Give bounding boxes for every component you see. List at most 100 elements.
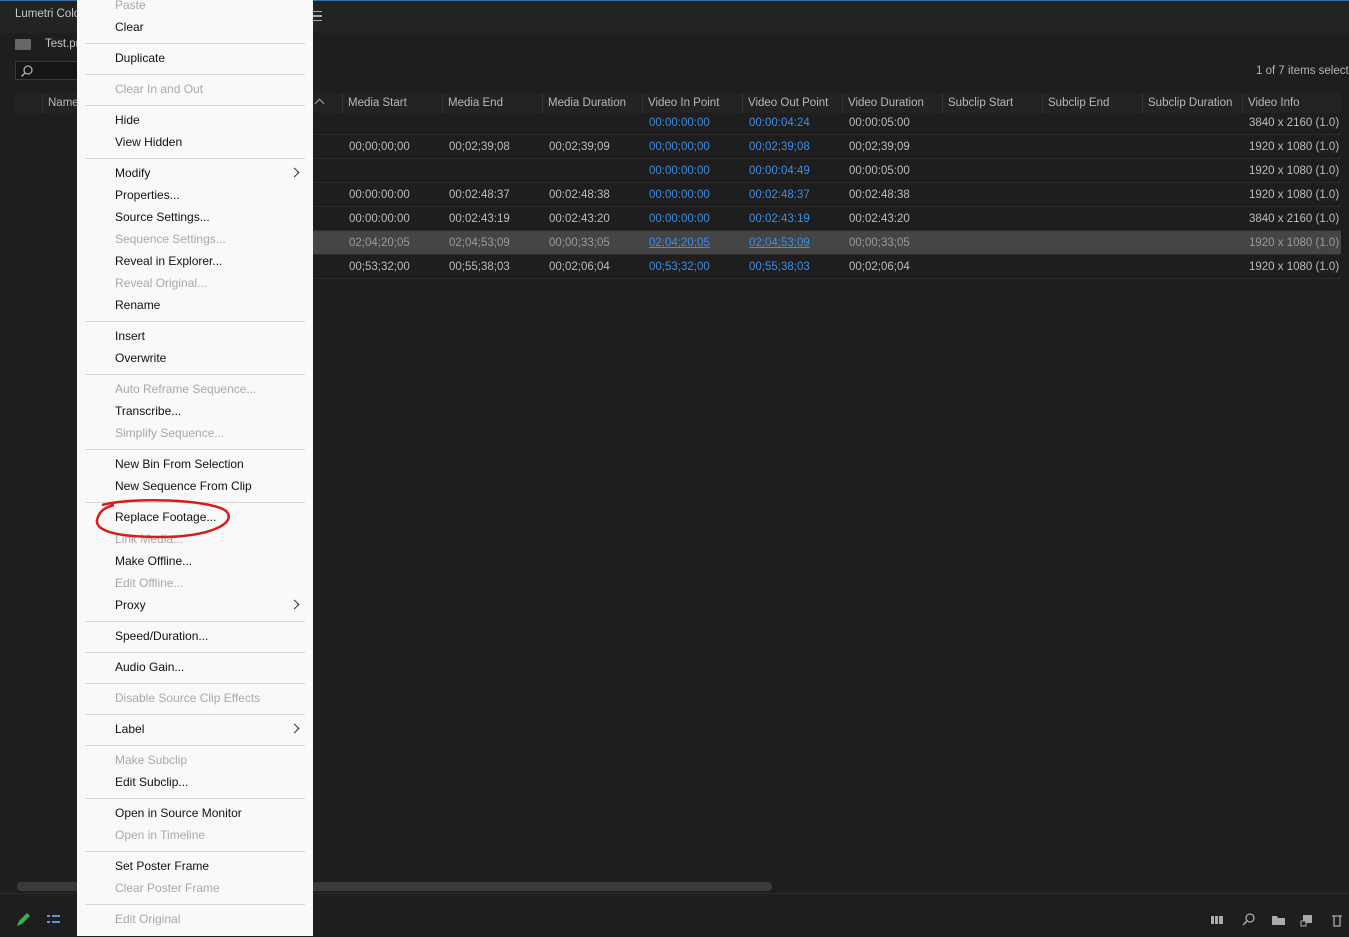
column-header[interactable]: Name [42,93,142,113]
table-cell: 00;53;32;00 [649,261,710,273]
menu-separator [85,74,305,75]
table-cell: 00:00:00:00 [649,117,710,129]
table-cell: 1920 x 1080 (1.0) [1249,189,1340,201]
table-cell: 02;04;53;09 [449,237,510,249]
menu-item: Simplify Sequence... [115,426,225,440]
menu-separator [85,714,305,715]
menu-item: Disable Source Clip Effects [115,691,261,705]
menu-item[interactable]: Overwrite [115,351,167,365]
menu-item[interactable]: Replace Footage... [115,510,217,524]
table-cell: 00:02:48:38 [549,189,610,201]
menu-item[interactable]: Speed/Duration... [115,629,209,643]
table-cell: 3840 x 2160 (1.0) [1249,213,1340,225]
table-cell: 00:02:43:19 [749,213,810,225]
menu-item[interactable]: New Sequence From Clip [115,479,252,493]
scrollbar[interactable] [17,882,772,891]
panel-menu-icon[interactable] [313,11,322,21]
toolbar-left-icons[interactable] [14,910,66,930]
menu-item[interactable]: Make Offline... [115,554,193,568]
table-cell: 02;04;20;05 [349,237,410,249]
menu-item: Open in Timeline [115,828,206,842]
table-cell: 00;02;39;09 [549,141,610,153]
menu-separator [85,683,305,684]
menu-item[interactable]: Rename [115,298,161,312]
menu-separator [85,449,305,450]
search-box[interactable] [15,61,81,80]
menu-item[interactable]: Properties... [115,188,180,202]
menu-item: Edit Original [115,912,181,926]
menu-separator [85,621,305,622]
menu-item[interactable]: Open in Source Monitor [115,806,242,820]
column-header[interactable]: Video Out Point [742,93,842,113]
table-cell: 00;02;39;08 [749,141,810,153]
menu-item[interactable]: Clear [115,20,144,34]
table-cell: 00:00:00:00 [349,189,410,201]
menu-item[interactable]: Label [115,722,145,736]
column-header[interactable]: Subclip Start [942,93,1042,113]
column-header[interactable]: Video In Point [642,93,742,113]
menu-item: Clear In and Out [115,82,204,96]
name-column [15,113,77,893]
table-cell: 00;02;06;04 [549,261,610,273]
table-cell: 1920 x 1080 (1.0) [1249,141,1340,153]
column-header[interactable]: Media Duration [542,93,642,113]
menu-item[interactable]: Insert [115,329,146,343]
menu-item: Auto Reframe Sequence... [115,382,257,396]
menu-item[interactable]: Source Settings... [115,210,210,224]
toolbar-right-icons[interactable] [1208,910,1348,930]
column-header[interactable]: Media End [442,93,542,113]
table-cell: 00:02:43:19 [449,213,510,225]
table-cell: 00;02;06;04 [849,261,910,273]
table-cell: 1920 x 1080 (1.0) [1249,261,1340,273]
column-header[interactable]: Subclip End [1042,93,1142,113]
tab-title[interactable]: Lumetri Colo [15,8,81,20]
menu-item[interactable]: Proxy [115,598,146,612]
submenu-arrow [289,599,300,610]
table-cell: 00;53;32;00 [349,261,410,273]
menu-item[interactable]: Edit Subclip... [115,775,189,789]
menu-item[interactable]: Hide [115,113,140,127]
menu-item[interactable]: Set Poster Frame [115,859,210,873]
menu-separator [85,43,305,44]
menu-item[interactable]: Transcribe... [115,404,182,418]
table-cell: 00:02:48:38 [849,189,910,201]
menu-item[interactable]: View Hidden [115,135,183,149]
column-header[interactable]: Media Start [342,93,442,113]
table-cell: 00;55;38;03 [749,261,810,273]
submenu-arrow [289,723,300,734]
menu-item[interactable]: New Bin From Selection [115,457,244,471]
table-cell: 00:02:48:37 [449,189,510,201]
table-cell: 00:00:00:00 [349,213,410,225]
column-header[interactable]: Video Info [1242,93,1342,113]
red-circle-annotation [95,498,230,539]
table-cell: 02;04;20;05 [649,237,710,249]
project-name[interactable]: Test.pr [45,38,80,50]
column-header[interactable]: Subclip Duration [1142,93,1242,113]
menu-item: Clear Poster Frame [115,881,220,895]
table-cell: 00:00:00:00 [649,213,710,225]
table-row[interactable]: 00:00:00:00 00:02:43:19 00:02:43:20 00:00:0… [15,207,1341,231]
selection-status: 1 of 7 items selecte [1256,65,1349,77]
menu-separator [85,374,305,375]
menu-separator [85,158,305,159]
table-cell: 00:00:05:00 [849,165,910,177]
menu-item: Reveal Original... [115,276,208,290]
search-icon [20,65,33,78]
menu-separator [85,321,305,322]
table-row[interactable]: 00:00:00:00 00:00:04:24 00:00:05:00 3840 x … [15,111,1341,135]
table-cell: 00:02:43:20 [549,213,610,225]
menu-item[interactable]: Audio Gain... [115,660,185,674]
table-cell: 1920 x 1080 (1.0) [1249,237,1340,249]
menu-item: Make Subclip [115,753,188,767]
table-cell: 02;04;53;09 [749,237,810,249]
menu-item: Paste [115,0,146,12]
table-cell: 00;00;33;05 [549,237,610,249]
menu-item[interactable]: Duplicate [115,51,166,65]
column-header[interactable]: Video Duration [842,93,942,113]
project-icon [15,39,31,50]
table-cell: 00:00:04:49 [749,165,810,177]
menu-item[interactable]: Reveal in Explorer... [115,254,223,268]
table-cell: 00;02;39;08 [449,141,510,153]
menu-item[interactable]: Modify [115,166,151,180]
context-menu: Paste Clear Duplicate Clear In and Out Hide V… [77,0,313,936]
